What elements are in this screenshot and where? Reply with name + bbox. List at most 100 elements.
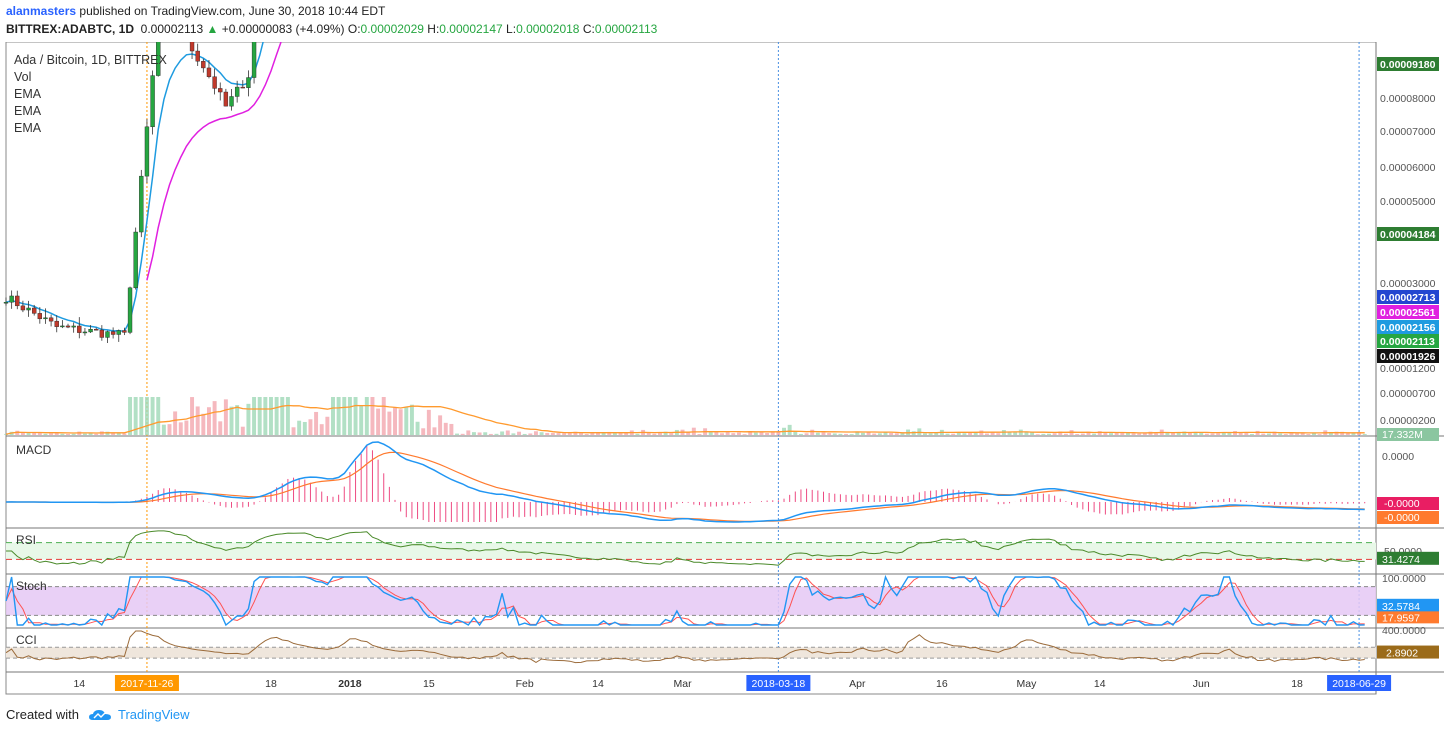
candle-body bbox=[223, 91, 229, 107]
candle-body bbox=[218, 88, 223, 93]
volume-bar bbox=[962, 433, 967, 435]
tradingview-brand-link[interactable]: TradingView bbox=[118, 707, 190, 722]
volume-bar bbox=[793, 431, 798, 435]
volume-bar bbox=[624, 432, 629, 435]
stoch-k-line bbox=[5, 574, 1365, 627]
volume-bar bbox=[889, 432, 894, 435]
price-tick-label: 0.00006000 bbox=[1380, 162, 1436, 174]
volume-bar bbox=[347, 397, 352, 435]
volume-bar bbox=[686, 431, 691, 435]
candle-body bbox=[3, 302, 9, 304]
volume-bar bbox=[218, 421, 223, 435]
volume-bar bbox=[545, 432, 550, 435]
rsi-pane: RSI50.000031.4274 bbox=[6, 530, 1439, 566]
volume-bar bbox=[1300, 432, 1305, 435]
time-tick-label: Feb bbox=[516, 678, 534, 690]
volume-bar bbox=[201, 413, 206, 435]
volume-bar bbox=[866, 432, 871, 435]
volume-bar bbox=[697, 433, 702, 435]
cci-pane: CCI 400.0000 2.8902 bbox=[5, 625, 1439, 664]
legend-entry: Ada / Bitcoin, 1D, BITTREX bbox=[14, 53, 167, 67]
volume-bar bbox=[449, 423, 454, 435]
volume-bar bbox=[590, 432, 595, 435]
symbol-info: BITTREX:ADABTC, 1D 0.00002113 ▲ +0.00000… bbox=[6, 22, 657, 36]
volume-bar bbox=[759, 432, 764, 435]
volume-bar bbox=[996, 433, 1001, 435]
low-label: L: bbox=[506, 22, 517, 36]
volume-bar bbox=[494, 433, 499, 435]
volume-bar bbox=[832, 433, 837, 435]
candle-body bbox=[240, 86, 245, 89]
volume-bar bbox=[1199, 432, 1204, 435]
volume-bar bbox=[1097, 431, 1102, 435]
volume-bar bbox=[798, 433, 803, 435]
price-tick-label: 0.00000200 bbox=[1380, 415, 1436, 427]
volume-bar bbox=[1030, 432, 1035, 435]
volume-bar bbox=[731, 433, 736, 435]
candle-body bbox=[212, 76, 217, 89]
volume-bar bbox=[460, 433, 465, 435]
volume-bar bbox=[646, 432, 651, 435]
volume-bar bbox=[1187, 432, 1192, 435]
volume-bar bbox=[539, 432, 544, 435]
volume-bar bbox=[601, 432, 606, 435]
volume-bar bbox=[1204, 433, 1209, 435]
volume-bar bbox=[252, 397, 257, 435]
stoch-pane-title: Stoch bbox=[16, 579, 47, 593]
candle-body bbox=[20, 305, 26, 311]
volume-bar bbox=[246, 403, 251, 435]
time-tick-label: Jun bbox=[1193, 678, 1210, 690]
volume-bar bbox=[122, 433, 127, 435]
volume-bar bbox=[1334, 431, 1339, 435]
stoch-k-label: 32.5784 bbox=[1382, 601, 1420, 613]
macd-signal-line bbox=[6, 451, 1365, 522]
volume-bar bbox=[471, 432, 476, 435]
volume-bar bbox=[308, 419, 313, 435]
volume-bar bbox=[635, 433, 640, 435]
volume-bar bbox=[573, 431, 578, 435]
candle-body bbox=[105, 331, 110, 338]
volume-bar bbox=[500, 431, 505, 435]
volume-bar bbox=[212, 401, 217, 435]
close-label: C: bbox=[582, 22, 595, 36]
symbol-name: BITTREX:ADABTC, 1D bbox=[6, 22, 134, 36]
volume-bar bbox=[1114, 432, 1119, 435]
chart-area[interactable]: MACD 0.0000 -0.0000 -0.0000 RSI50.000031.42… bbox=[0, 42, 1444, 702]
volume-bar bbox=[1328, 431, 1333, 435]
volume-bar bbox=[161, 424, 166, 435]
volume-bar bbox=[325, 416, 330, 435]
volume-bar bbox=[1283, 434, 1288, 435]
volume-bar bbox=[1193, 431, 1198, 435]
price-axis: 0.00009180 0.00008000 0.00007000 0.00006000… bbox=[1377, 57, 1439, 441]
volume-bar bbox=[336, 397, 341, 435]
price-tick-label: 0.00001926 bbox=[1380, 351, 1436, 363]
volume-bar bbox=[505, 430, 510, 435]
volume-bar bbox=[1154, 433, 1159, 435]
volume-bar bbox=[1103, 432, 1108, 435]
macd-value-label: -0.0000 bbox=[1384, 498, 1420, 510]
publish-info: alanmasters published on TradingView.com… bbox=[6, 4, 385, 18]
cci-tick-label: 400.0000 bbox=[1382, 625, 1426, 637]
volume-bar bbox=[1210, 433, 1215, 435]
time-axis: 14 2017-11-26 18 2018 15 Feb 14 Mar 2018-03-18 Ap… bbox=[73, 675, 1392, 691]
volume-bar bbox=[872, 433, 877, 435]
volume-bar bbox=[714, 431, 719, 435]
author-link[interactable]: alanmasters bbox=[6, 4, 77, 18]
volume-bar bbox=[1109, 433, 1113, 435]
cci-value-label: 2.8902 bbox=[1386, 648, 1418, 660]
candle-body bbox=[150, 75, 155, 128]
volume-bar bbox=[821, 432, 826, 435]
candle-body bbox=[65, 325, 71, 328]
candle-body bbox=[246, 77, 251, 88]
price-label-box bbox=[1377, 349, 1439, 363]
volume-bar bbox=[736, 432, 741, 435]
price-tick-label: 0.00003000 bbox=[1380, 278, 1436, 290]
time-label-box bbox=[1327, 675, 1392, 691]
candle-body bbox=[9, 295, 14, 303]
volume-bar bbox=[376, 408, 381, 435]
candle-body bbox=[127, 287, 133, 333]
volume-bar bbox=[43, 433, 48, 435]
volume-bar bbox=[770, 432, 775, 435]
volume-bar bbox=[370, 397, 375, 435]
ema-lines bbox=[5, 42, 282, 332]
